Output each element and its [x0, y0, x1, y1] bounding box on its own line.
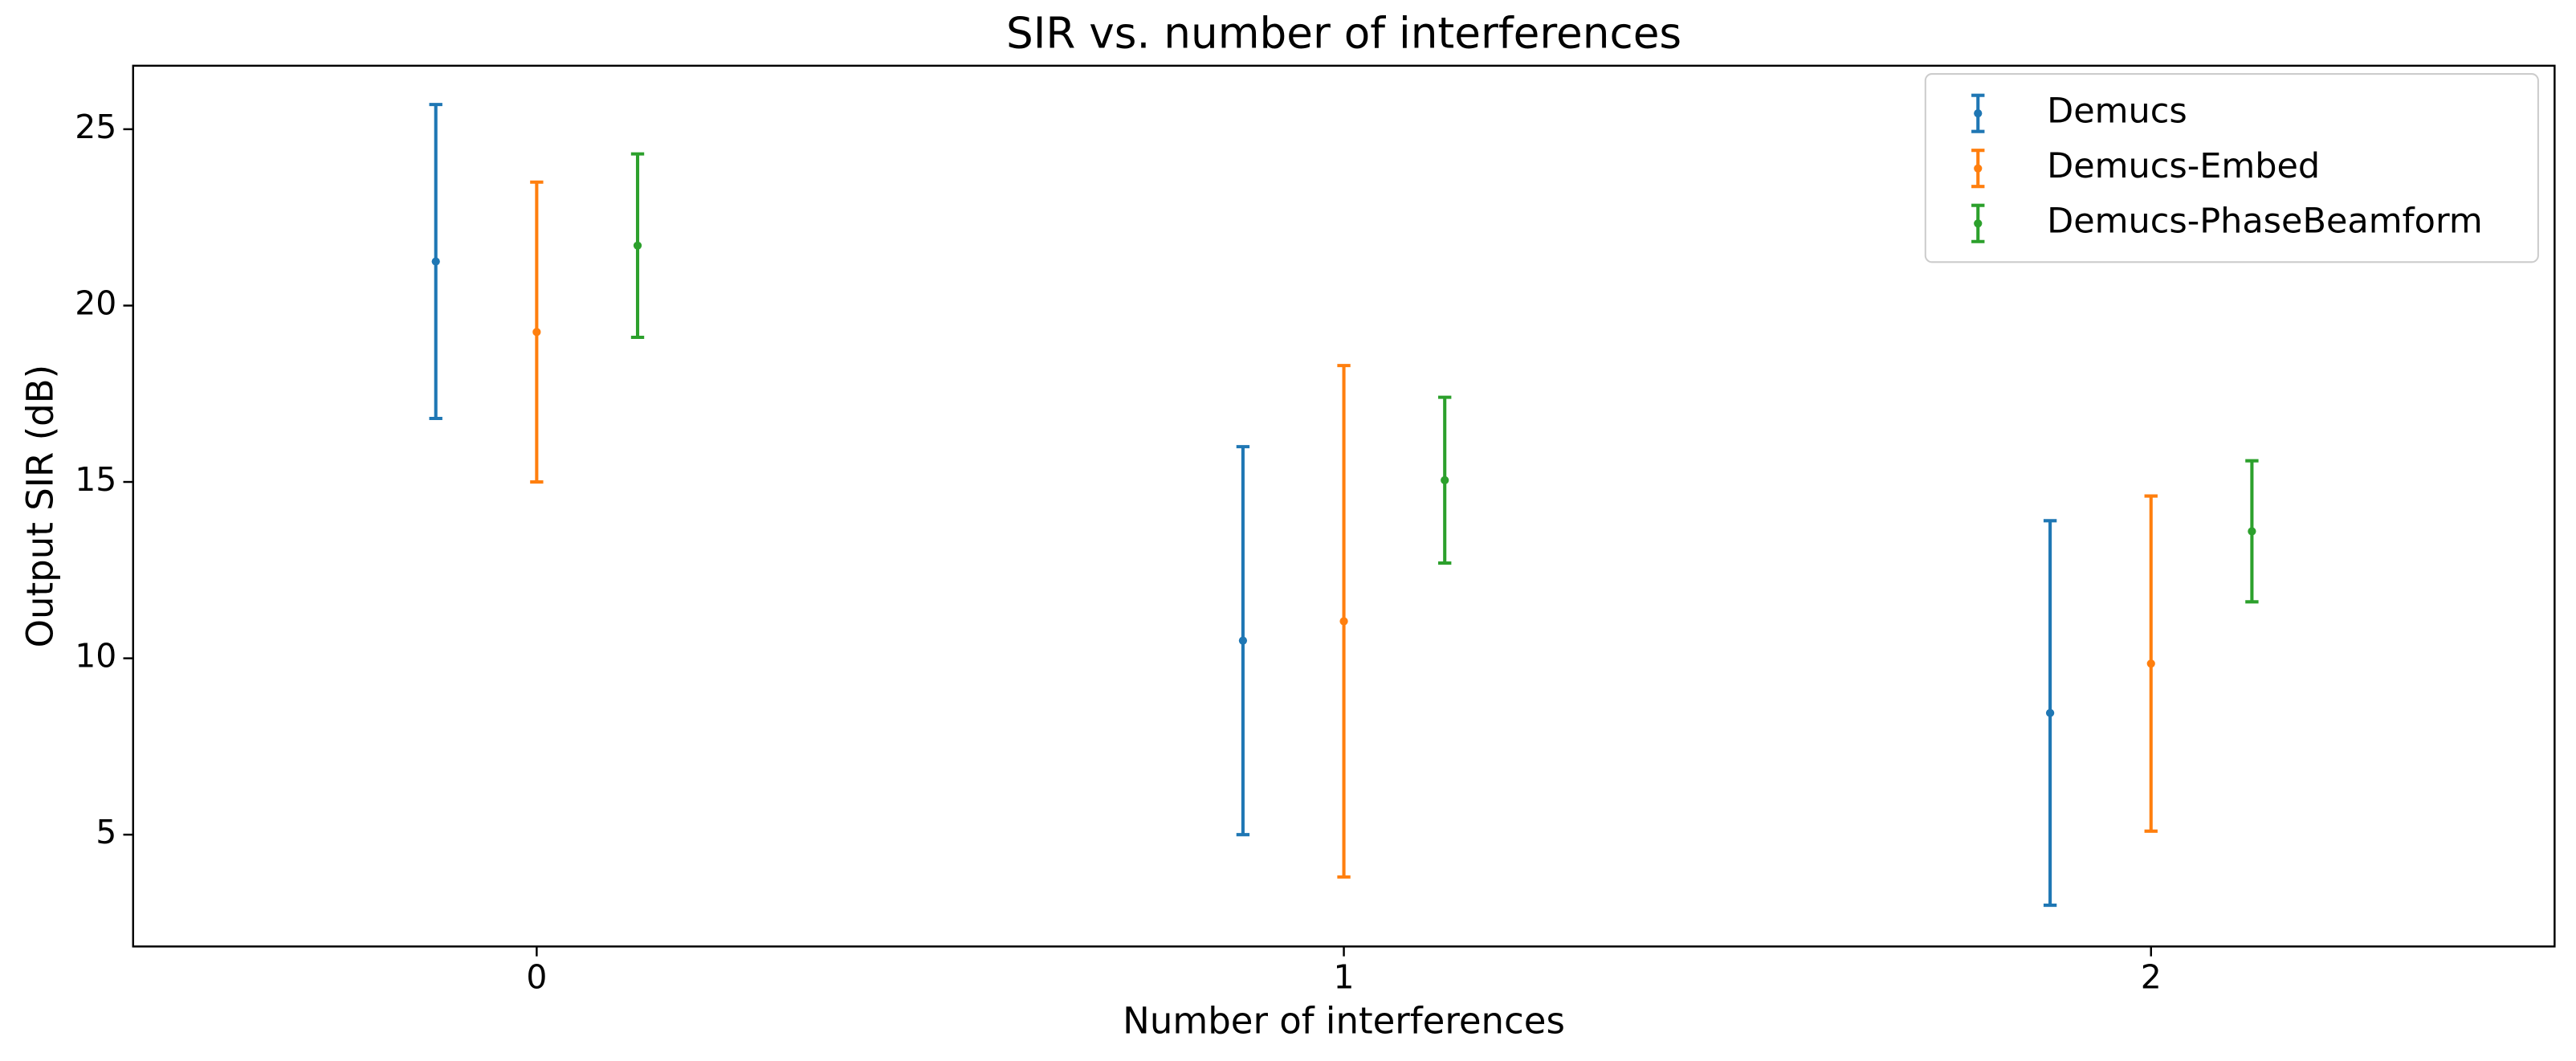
legend-label: Demucs-PhaseBeamform [2047, 202, 2483, 242]
legend-swatch [1974, 164, 1983, 173]
legend-label: Demucs-Embed [2047, 146, 2320, 186]
y-tick-label: 10 [75, 637, 116, 675]
x-tick-label: 1 [1334, 957, 1355, 996]
mean-point [2248, 527, 2256, 536]
chart-title: SIR vs. number of interferences [1006, 9, 1681, 59]
error-bar [2144, 494, 2158, 833]
error-bar [530, 180, 544, 484]
mean-point [1339, 617, 1348, 626]
legend-swatch [1974, 109, 1983, 118]
error-bar [1438, 395, 1452, 565]
y-tick-label: 20 [75, 284, 116, 322]
y-tick-label: 15 [75, 460, 116, 499]
mean-point [1238, 636, 1248, 645]
x-axis-label: Number of interferences [1123, 1000, 1565, 1043]
mean-point [431, 257, 440, 266]
plot-frame [132, 64, 2556, 948]
mean-point [2045, 708, 2055, 717]
error-bar [1236, 445, 1250, 837]
error-bar [630, 152, 645, 340]
legend-box [1924, 73, 2539, 263]
y-tick-label: 25 [75, 108, 116, 146]
mean-point [2146, 659, 2155, 668]
legend: Demucs Demucs-Embed Demucs-PhaseBeamform [1924, 73, 2539, 263]
error-bar [429, 103, 442, 421]
x-tick-label: 2 [2141, 957, 2162, 996]
error-bar [2043, 519, 2057, 908]
y-tick-label: 5 [96, 813, 116, 851]
x-tick-label: 0 [526, 957, 547, 996]
legend-label: Demucs [2047, 92, 2187, 132]
mean-point [1441, 475, 1449, 484]
error-bar [1337, 364, 1351, 879]
y-axis-label: Output SIR (dB) [18, 365, 61, 648]
error-bar [2245, 459, 2259, 604]
legend-swatch [1974, 219, 1983, 228]
mean-point [633, 241, 642, 250]
mean-point [532, 328, 541, 337]
